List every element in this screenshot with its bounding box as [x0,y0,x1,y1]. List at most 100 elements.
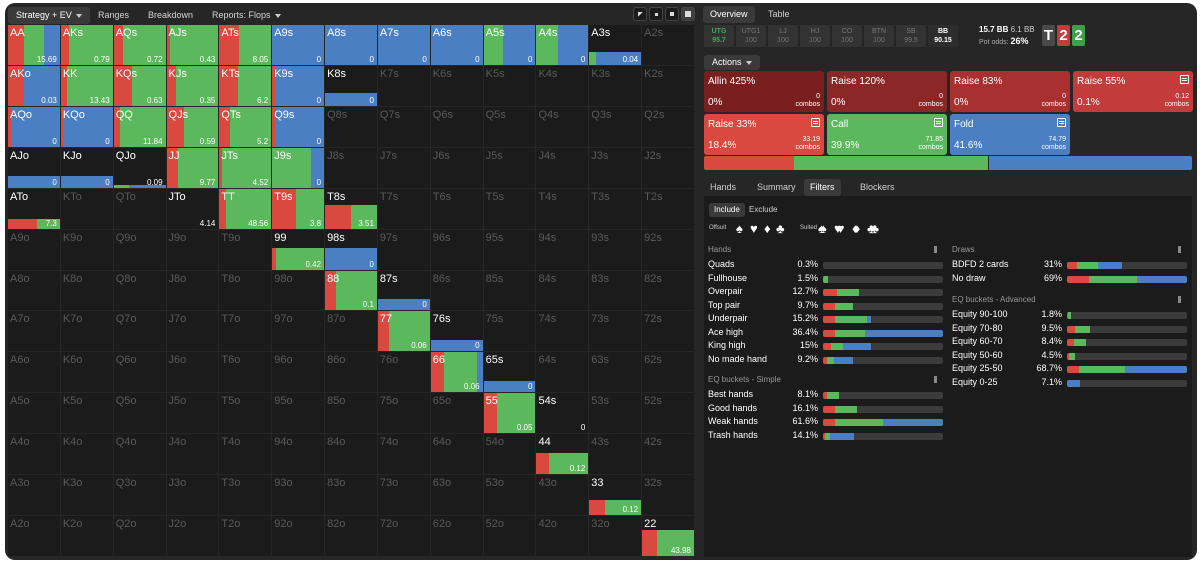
hand-cell[interactable]: T3o [219,475,273,517]
action-raise-120-[interactable]: Raise 120% 0% 0 combos [827,71,947,112]
eq-advanced-row[interactable]: Equity 90-100 1.8% [952,309,1188,322]
hand-cell[interactable]: 0 54s [536,393,590,435]
hand-cell[interactable]: A5o [8,393,61,435]
hand-cell[interactable]: J3o [166,475,220,517]
hand-cell[interactable]: K8o [60,270,114,312]
diamond-icon[interactable]: ♦ [764,221,771,236]
action-fold[interactable]: Fold 41.6% 74.79 combos [950,114,1070,155]
hand-cell[interactable]: 86o [325,352,378,394]
hand-cell[interactable]: Q4o [113,434,167,476]
hand-cell[interactable]: Q2o [113,516,167,557]
hand-cell[interactable]: A2o [8,516,61,557]
hand-cell[interactable]: 83s [589,270,643,312]
eq-advanced-collapse-icon[interactable] [1178,296,1181,303]
hand-cell[interactable]: 94s [536,229,590,271]
tab-filters[interactable]: Filters [804,179,841,196]
hand-cell[interactable]: Q9o [113,229,167,271]
suited-heart-icon[interactable]: ♥♥ [834,221,845,236]
hands-row[interactable]: Ace high 36.4% [708,327,944,340]
hand-cell[interactable]: K3o [60,475,114,517]
hand-cell[interactable]: 96o [272,352,326,394]
hand-cell[interactable]: 65o [430,393,484,435]
hand-cell[interactable]: J3s [589,147,643,189]
hand-cell[interactable]: 48.56 TT [219,188,273,230]
hand-cell[interactable]: 64s [536,352,590,394]
eq-simple-row[interactable]: Trash hands 14.1% [708,430,944,443]
hand-cell[interactable]: T8o [219,270,273,312]
hand-cell[interactable]: 6.2 KTs [219,65,273,107]
hand-cell[interactable]: 82o [325,516,378,557]
eq-advanced-row[interactable]: Equity 0-25 7.1% [952,377,1188,390]
hand-cell[interactable]: Q3o [113,475,167,517]
hand-cell[interactable]: J6o [166,352,220,394]
hand-cell[interactable]: K6s [430,65,484,107]
hand-cell[interactable]: 0.35 KJs [166,65,220,107]
hand-cell[interactable]: K9o [60,229,114,271]
suited-club-icon[interactable]: ♣♣ [867,221,879,236]
reports-dropdown[interactable]: Reports: Flops [204,7,289,24]
hand-cell[interactable]: 42s [642,434,695,476]
hand-cell[interactable]: Q3s [589,106,643,148]
hand-cell[interactable]: T6o [219,352,273,394]
tab-ranges[interactable]: Ranges [90,7,137,24]
hand-cell[interactable]: 0 A9s [272,25,326,66]
hand-cell[interactable]: 96s [430,229,484,271]
hand-cell[interactable]: 0 A6s [430,25,484,66]
hand-cell[interactable]: 84s [536,270,590,312]
hand-cell[interactable]: 93o [272,475,326,517]
hands-row[interactable]: Underpair 15.2% [708,313,944,326]
hand-cell[interactable]: 53s [589,393,643,435]
hand-cell[interactable]: 8.05 ATs [219,25,273,66]
action-raise-33-[interactable]: Raise 33% 18.4% 33.19 combos [704,114,824,155]
hand-cell[interactable]: 43.98 22 [642,516,695,557]
hand-cell[interactable]: 0.12 33 [589,475,643,517]
hand-cell[interactable]: 86s [430,270,484,312]
hand-cell[interactable]: Q5o [113,393,167,435]
hand-cell[interactable]: 0.1 88 [325,270,378,312]
hand-cell[interactable]: 32s [642,475,695,517]
hand-cell[interactable]: 74o [377,434,431,476]
hand-cell[interactable]: T7o [219,311,273,353]
range-icon[interactable] [1180,75,1189,84]
hand-cell[interactable]: K7o [60,311,114,353]
hand-cell[interactable]: A4o [8,434,61,476]
hand-cell[interactable]: 98o [272,270,326,312]
hand-cell[interactable]: 0 J9s [272,147,326,189]
hand-cell[interactable]: 0 KJo [60,147,114,189]
hands-row[interactable]: Quads 0.3% [708,259,944,272]
strategy-ev-dropdown[interactable]: Strategy + EV [8,7,90,24]
range-icon[interactable] [1057,118,1066,127]
hand-cell[interactable]: 0.72 AQs [113,25,167,66]
view-mode-4-icon[interactable] [681,7,695,21]
hand-cell[interactable]: 62o [430,516,484,557]
position-hj[interactable]: HJ 100 [800,25,830,47]
action-raise-55-[interactable]: Raise 55% 0.1% 0.12 combos [1073,71,1193,112]
hand-cell[interactable]: K7s [377,65,431,107]
include-button[interactable]: Include [709,203,745,217]
heart-icon[interactable]: ♥ [750,221,758,236]
hand-cell[interactable]: 0.06 77 [377,311,431,353]
hand-cell[interactable]: 42o [536,516,590,557]
hand-cell[interactable]: Q8s [325,106,378,148]
hand-cell[interactable]: 0 76s [430,311,484,353]
hand-cell[interactable]: Q5s [483,106,537,148]
hand-cell[interactable]: 75o [377,393,431,435]
hand-cell[interactable]: 0 A4s [536,25,590,66]
hand-cell[interactable]: J7s [377,147,431,189]
club-icon[interactable]: ♣ [776,221,785,236]
hand-cell[interactable]: 63o [430,475,484,517]
hand-cell[interactable]: Q2s [642,106,695,148]
hand-cell[interactable]: 84o [325,434,378,476]
hand-cell[interactable]: 0.43 AJs [166,25,220,66]
hand-cell[interactable]: 4.52 JTs [219,147,273,189]
hand-cell[interactable]: T4o [219,434,273,476]
hand-cell[interactable]: Q4s [536,106,590,148]
eq-advanced-row[interactable]: Equity 25-50 68.7% [952,363,1188,376]
hand-cell[interactable]: J8s [325,147,378,189]
hand-cell[interactable]: 0 AJo [8,147,61,189]
hand-cell[interactable]: A9o [8,229,61,271]
hand-cell[interactable]: J5s [483,147,537,189]
hand-cell[interactable]: 4.14 JTo [166,188,220,230]
hand-cell[interactable]: 73o [377,475,431,517]
hand-cell[interactable]: K6o [60,352,114,394]
